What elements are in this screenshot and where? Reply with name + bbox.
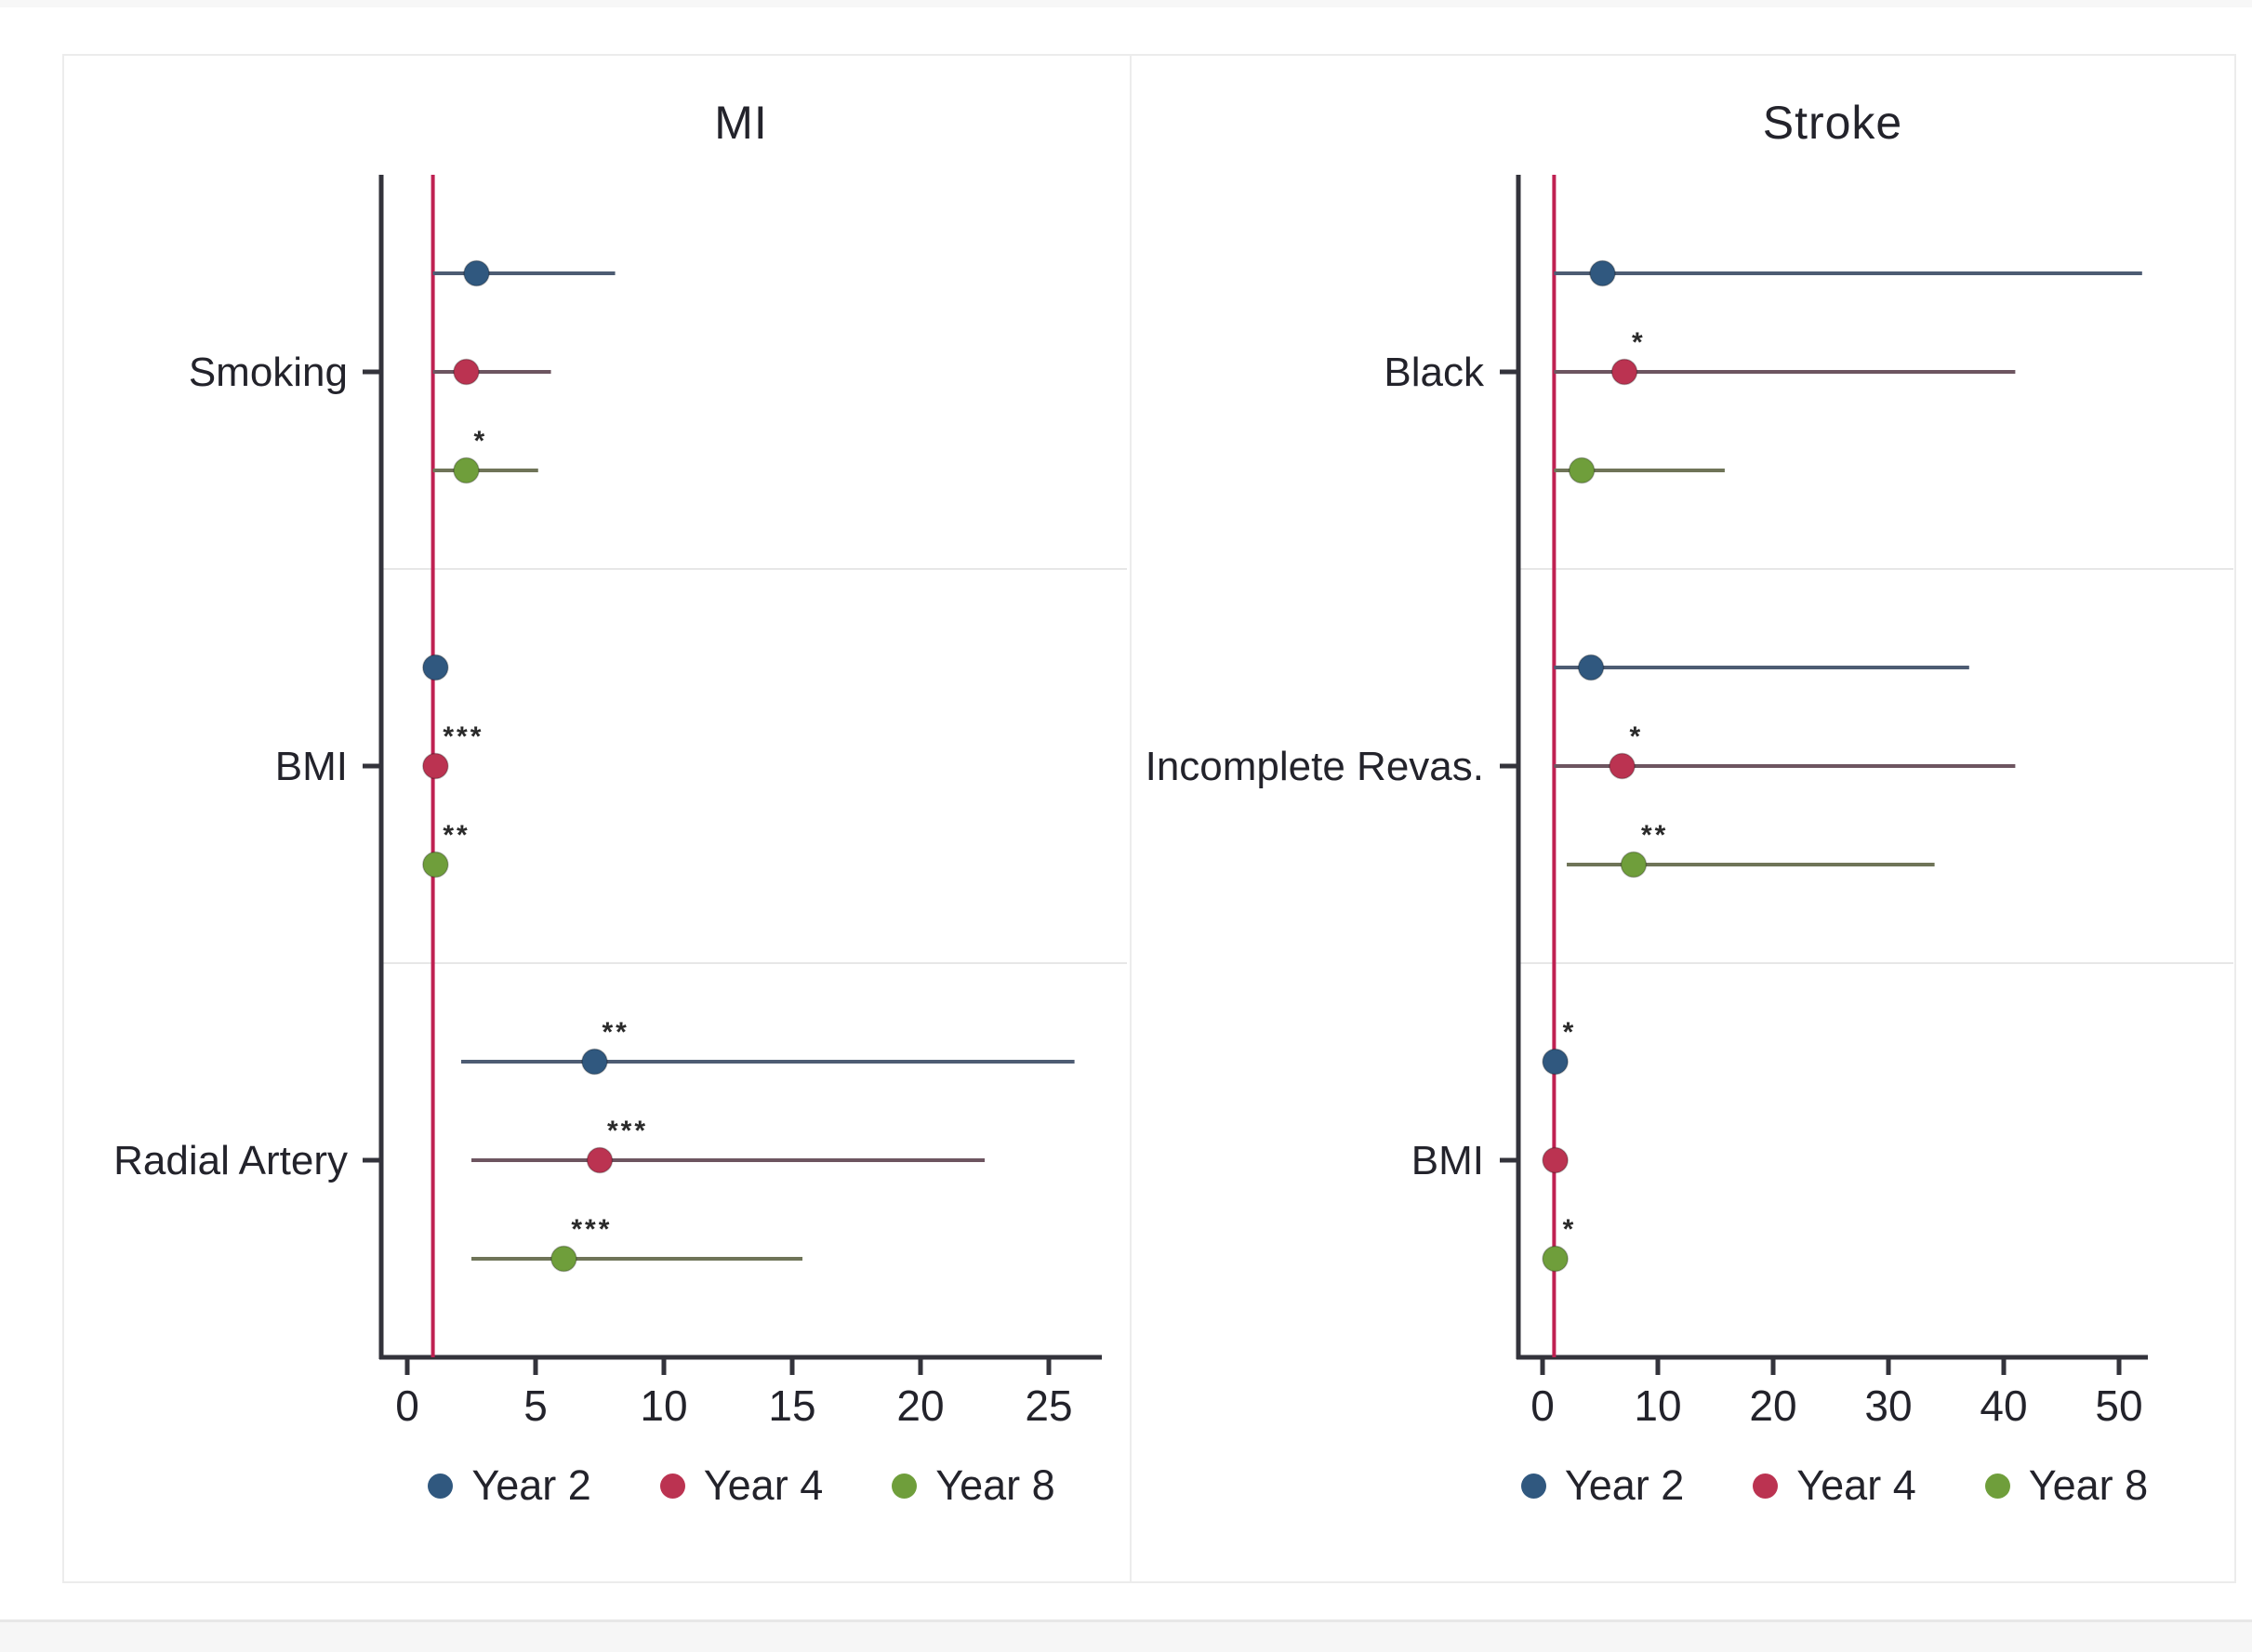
category-label: Black <box>1384 350 1485 395</box>
x-tick-label: 20 <box>896 1381 944 1430</box>
marker-dot <box>1568 456 1596 484</box>
x-tick-label: 15 <box>768 1381 815 1430</box>
significance-marks: ** <box>1641 820 1668 851</box>
significance-marks: ** <box>602 1017 629 1048</box>
x-tick-label: 20 <box>1749 1381 1796 1430</box>
legend-label: Year 8 <box>935 1461 1055 1509</box>
legend-item-year8: Year 8 <box>1984 1461 2149 1510</box>
legend-item-year2: Year 2 <box>1520 1461 1685 1510</box>
legend-label: Year 2 <box>471 1461 591 1509</box>
significance-marks: *** <box>607 1116 648 1146</box>
year2-dot-icon <box>428 1473 454 1499</box>
significance-marks: * <box>1630 721 1644 752</box>
significance-marks: *** <box>443 721 484 752</box>
year2-dot-icon <box>1520 1473 1546 1499</box>
x-tick-label: 40 <box>1980 1381 2027 1430</box>
marker-dot <box>1577 654 1605 681</box>
x-tick-label: 50 <box>2095 1381 2142 1430</box>
significance-marks: * <box>1632 327 1646 358</box>
significance-marks: *** <box>571 1214 612 1245</box>
panel-divider <box>1130 54 1132 1583</box>
legend-stroke: Year 2 Year 4 Year 8 <box>1518 1456 2151 1515</box>
marker-dot <box>1609 752 1636 780</box>
marker-dot <box>1620 851 1648 879</box>
significance-marks: * <box>1563 1017 1577 1048</box>
marker-dot <box>586 1146 614 1174</box>
marker-dot <box>422 752 449 780</box>
legend-label: Year 2 <box>1564 1461 1685 1509</box>
year8-dot-icon <box>1984 1473 2010 1499</box>
marker-dot <box>422 654 449 681</box>
marker-dot <box>1542 1048 1569 1076</box>
panel-title-mi: MI <box>714 97 768 149</box>
marker-dot <box>1542 1146 1569 1174</box>
category-label: Radial Artery <box>113 1138 348 1183</box>
marker-dot <box>453 456 480 484</box>
significance-marks: ** <box>443 820 470 851</box>
legend-label: Year 8 <box>2028 1461 2149 1509</box>
legend-label: Year 4 <box>1796 1461 1916 1509</box>
legend-item-year2: Year 2 <box>428 1461 591 1510</box>
marker-dot <box>422 851 449 879</box>
category-label: BMI <box>275 744 348 789</box>
panel-title-stroke: Stroke <box>1762 97 1903 149</box>
legend-item-year4: Year 4 <box>659 1461 824 1510</box>
significance-marks: * <box>473 426 487 456</box>
category-label: Incomplete Revas. <box>1146 744 1484 789</box>
marker-dot <box>1610 358 1638 386</box>
x-tick-label: 0 <box>1530 1381 1555 1430</box>
legend-item-year4: Year 4 <box>1753 1461 1916 1510</box>
year4-dot-icon <box>1753 1473 1779 1499</box>
significance-marks: * <box>1563 1214 1577 1245</box>
x-tick-label: 0 <box>395 1381 419 1430</box>
screen-edge-bottom <box>0 1619 2252 1652</box>
marker-dot <box>1542 1245 1569 1273</box>
category-label: BMI <box>1411 1138 1484 1183</box>
marker-dot <box>453 358 480 386</box>
x-tick-label: 30 <box>1864 1381 1912 1430</box>
x-tick-label: 10 <box>1634 1381 1681 1430</box>
marker-dot <box>463 259 490 287</box>
x-tick-label: 10 <box>640 1381 687 1430</box>
marker-dot <box>1589 259 1616 287</box>
category-label: Smoking <box>189 350 348 395</box>
x-tick-label: 5 <box>523 1381 548 1430</box>
legend-label: Year 4 <box>703 1461 824 1509</box>
legend-mi: Year 2 Year 4 Year 8 <box>381 1456 1102 1515</box>
marker-dot <box>550 1245 577 1273</box>
year8-dot-icon <box>892 1473 918 1499</box>
x-tick-label: 25 <box>1025 1381 1072 1430</box>
marker-dot <box>581 1048 608 1076</box>
year4-dot-icon <box>659 1473 685 1499</box>
screen-edge-top <box>0 0 2252 7</box>
figure-frame <box>62 54 2236 1583</box>
legend-item-year8: Year 8 <box>892 1461 1055 1510</box>
